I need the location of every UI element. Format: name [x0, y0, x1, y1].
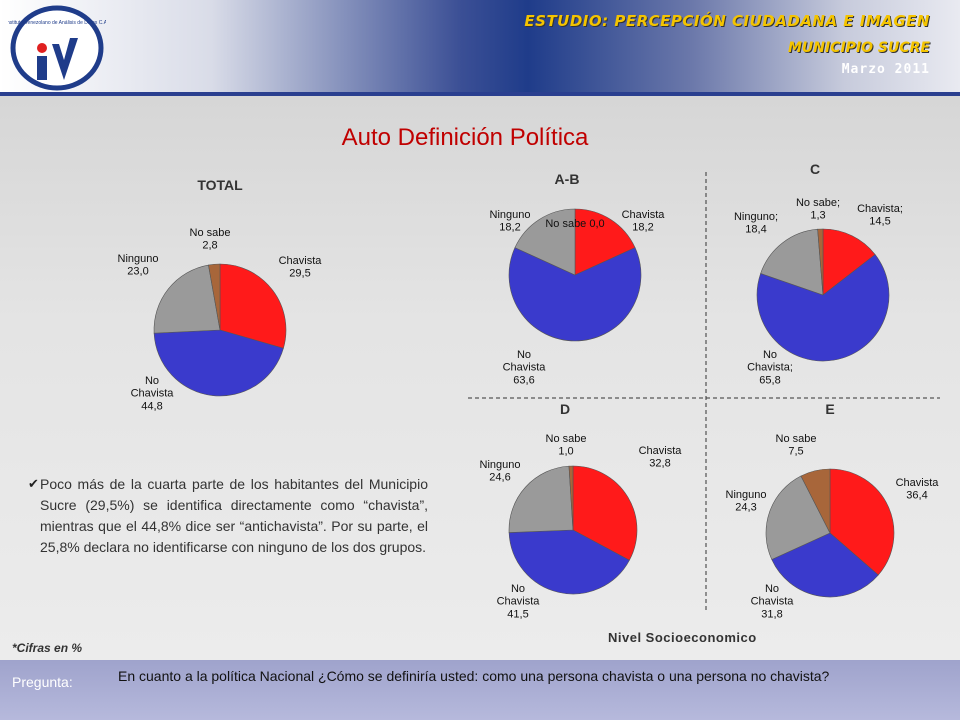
data-label-chavista: Chavista; 14,5: [857, 203, 903, 228]
figures-note: *Cifras en %: [12, 641, 83, 655]
pie-slice-no-chavista: [771, 532, 879, 598]
pie-d: D Chavista 32,8 No Chavista 41,5 Ninguno 24,6 No…: [480, 401, 683, 620]
svg-text:Instituto Venezolano de Anális: Instituto Venezolano de Análisis de Dato…: [8, 20, 106, 26]
pie-slice-no-chavista: [756, 254, 890, 362]
pie-title: C: [810, 161, 820, 177]
pie-e: E Chavista 36,4 No Chavista 31,8 Ninguno 24,3 No…: [726, 401, 940, 620]
pie-c: C Chavista; 14,5 No Chavista; 65,8 Ninguno; 18,…: [734, 161, 903, 386]
pie-slice-chavista: [572, 465, 638, 561]
pie-title: E: [825, 401, 834, 417]
data-label-no-sabe: No sabe 7,5: [776, 433, 817, 458]
pie-slice-no-chavista: [508, 247, 642, 342]
date-label: Marzo 2011: [841, 62, 930, 77]
data-label-no-sabe: No sabe 1,0: [546, 433, 587, 458]
pie-slice-ninguno: [760, 228, 824, 296]
pie-slice-no-sabe: [208, 263, 221, 331]
checkmark-icon: ✔: [28, 476, 39, 491]
header-banner: [0, 0, 960, 92]
pie-slice-no-chavista: [153, 329, 284, 397]
data-label-no-chavista: No Chavista 63,6: [503, 349, 547, 386]
question-bar: [0, 660, 960, 720]
pie-slice-chavista: [822, 228, 876, 296]
data-label-chavista: Chavista 32,8: [639, 445, 683, 470]
data-label-no-chavista: No Chavista 41,5: [497, 583, 541, 620]
data-label-chavista: Chavista 29,5: [279, 255, 323, 280]
data-label-ninguno: Ninguno 24,6: [480, 459, 521, 484]
pie-title: A-B: [555, 171, 580, 187]
pie-slice-ninguno: [508, 465, 574, 533]
pie-slice-ninguno: [514, 208, 576, 276]
question-label: Pregunta:: [12, 674, 73, 690]
data-label-no-sabe: No sabe 2,8: [190, 227, 231, 252]
socioeconomic-caption: Nivel Socioeconomico: [608, 630, 757, 645]
data-label-no-chavista: No Chavista 31,8: [751, 583, 795, 620]
data-label-no-sabe: No sabe 0,0: [545, 218, 604, 230]
data-label-no-chavista: No Chavista; 65,8: [747, 349, 793, 386]
slide-title: Auto Definición Política: [341, 124, 589, 151]
pie-slice-no-sabe: [817, 228, 824, 296]
summary-paragraph: Poco más de la cuarta parte de los habit…: [40, 476, 428, 555]
pie-slice-chavista: [829, 468, 895, 576]
data-label-no-chavista: No Chavista 44,8: [131, 375, 175, 412]
pie-slice-no-sabe: [800, 468, 831, 534]
question-text: En cuanto a la política Nacional ¿Cómo s…: [118, 668, 830, 684]
data-label-chavista: Chavista 18,2: [622, 209, 666, 234]
pie-slice-chavista: [219, 263, 287, 349]
data-label-ninguno: Ninguno 24,3: [726, 489, 767, 514]
data-label-chavista: Chavista 36,4: [896, 477, 940, 502]
pie-title: TOTAL: [197, 177, 243, 193]
pie-slice-ninguno: [153, 264, 221, 334]
pie-slice-chavista: [574, 208, 636, 276]
data-label-ninguno: Ninguno; 18,4: [734, 211, 778, 236]
municipality-label: MUNICIPIO SUCRE: [787, 40, 930, 56]
data-label-ninguno: Ninguno 18,2: [490, 209, 531, 234]
header-divider: [0, 92, 960, 96]
pie-slice-no-sabe: [568, 465, 574, 531]
pie-title: D: [560, 401, 570, 417]
pie-slice-no-chavista: [508, 529, 630, 595]
data-label-ninguno: Ninguno 23,0: [118, 253, 159, 278]
ivad-logo: Instituto Venezolano de Análisis de Dato…: [8, 5, 106, 91]
data-label-no-sabe: No sabe; 1,3: [796, 197, 840, 222]
pie-slice-ninguno: [765, 475, 831, 560]
pie-total: TOTAL Chavista 29,5 No Chavista 44,8 Ninguno 23…: [118, 177, 323, 412]
study-title: ESTUDIO: PERCEPCIÓN CIUDADANA E IMAGEN: [524, 12, 930, 30]
pie-a-b: A-B Chavista 18,2 No Chavista 63,6 Ninguno 18,2…: [490, 171, 666, 386]
